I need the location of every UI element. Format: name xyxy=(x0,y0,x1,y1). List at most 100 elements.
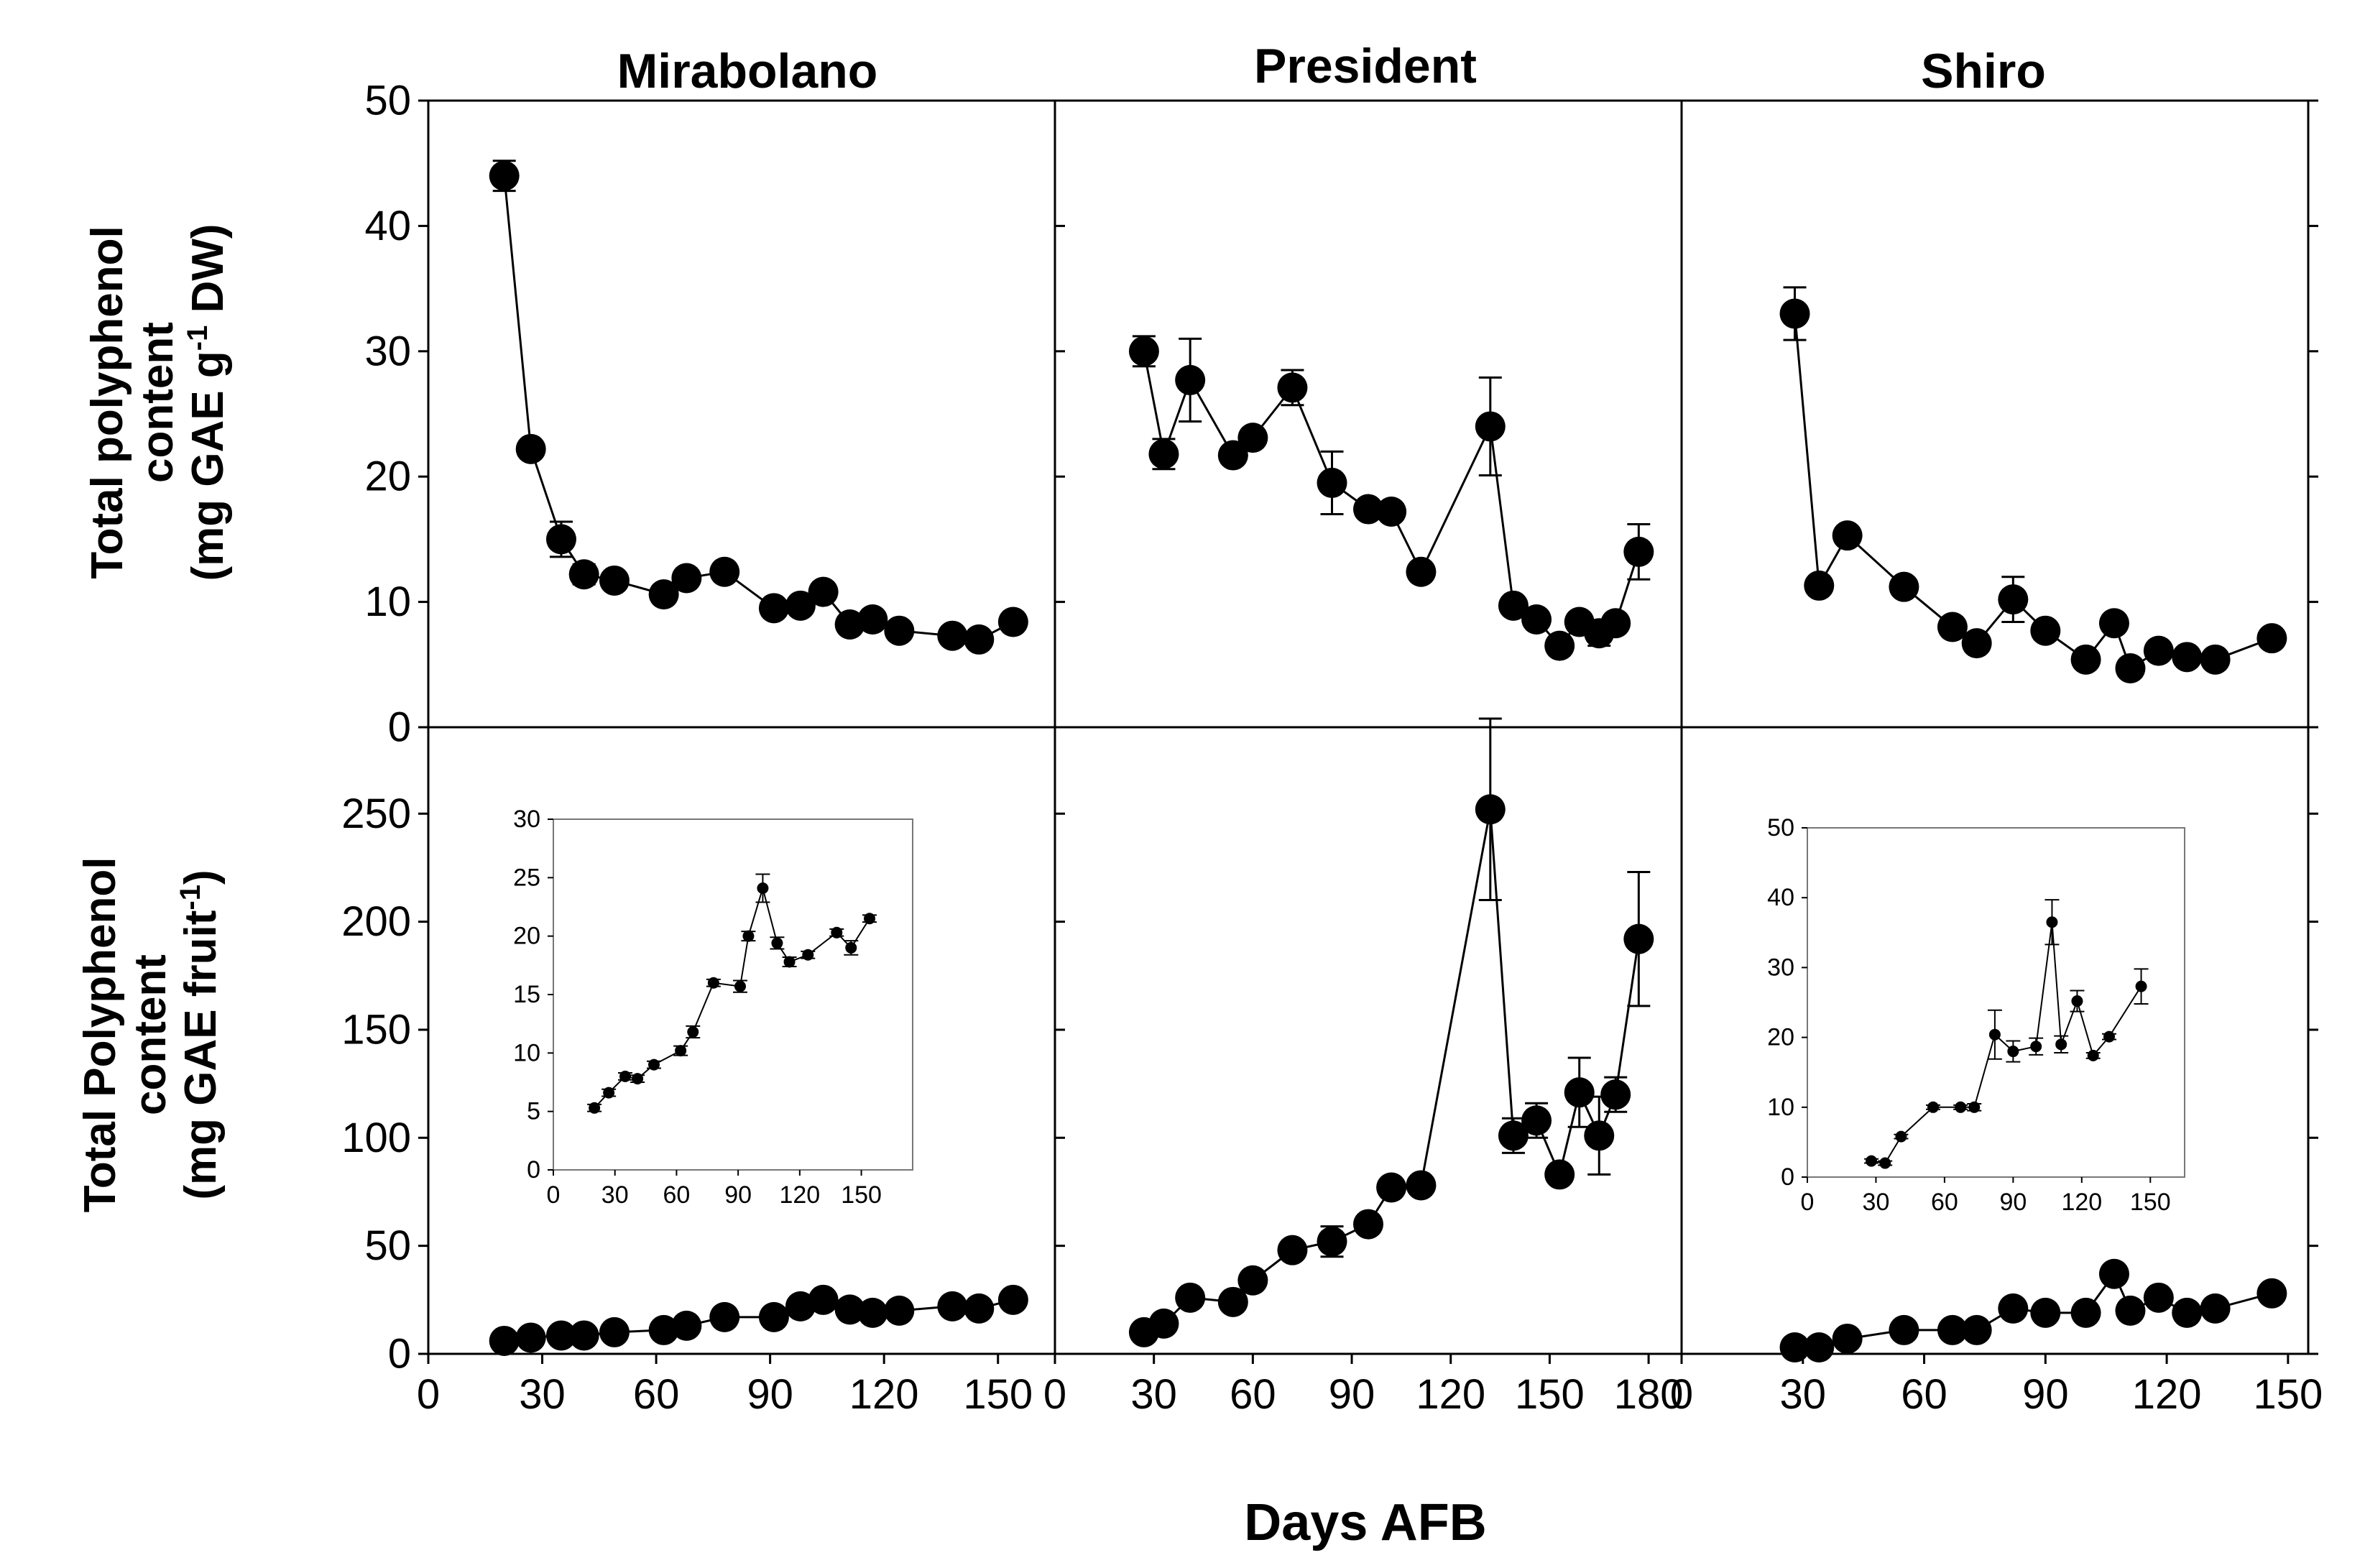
data-point xyxy=(1968,1101,1981,1113)
data-point xyxy=(1623,536,1654,567)
y-tick-label: 100 xyxy=(341,1115,411,1161)
data-point xyxy=(1317,1226,1347,1257)
data-point xyxy=(1475,411,1506,442)
data-point xyxy=(545,524,576,555)
data-point xyxy=(834,1294,865,1325)
data-point xyxy=(603,1087,615,1099)
data-point xyxy=(1353,1209,1383,1240)
data-point xyxy=(1927,1101,1939,1113)
data-point xyxy=(2200,644,2231,675)
data-point xyxy=(1317,467,1347,498)
data-point xyxy=(1475,794,1506,825)
y-tick-label: 50 xyxy=(364,78,411,124)
data-point xyxy=(1376,1172,1407,1203)
data-point xyxy=(671,563,702,594)
data-point xyxy=(1600,608,1631,639)
data-point xyxy=(648,1059,660,1071)
data-point xyxy=(2143,1282,2174,1313)
data-point xyxy=(2071,995,2083,1007)
data-point xyxy=(619,1070,631,1082)
data-point xyxy=(808,576,839,607)
y-tick-label: 150 xyxy=(341,1006,411,1053)
panel-pres_fr: 0 30 60 90 120 150 180 xyxy=(1043,717,1683,1418)
y-title-top-line2: content xyxy=(133,322,183,483)
data-point xyxy=(568,1320,599,1351)
y-title-bottom-line3: (mg GAE fruit-1) xyxy=(175,870,226,1199)
data-point xyxy=(2070,644,2101,675)
y-title-bottom-line1: Total Polyphenol xyxy=(75,857,125,1213)
data-point xyxy=(742,930,755,942)
data-point xyxy=(1237,423,1268,453)
data-point xyxy=(1961,628,1992,659)
x-tick-label: 120 xyxy=(2132,1371,2202,1418)
x-tick-label: 120 xyxy=(2061,1189,2102,1216)
y-tick-label: 25 xyxy=(513,864,540,891)
x-tick-label: 30 xyxy=(519,1371,566,1418)
y-tick-label: 40 xyxy=(1767,884,1794,911)
data-point xyxy=(1804,570,1835,601)
x-tick-label: 120 xyxy=(1416,1371,1485,1418)
inset-frame xyxy=(553,818,913,1171)
data-point xyxy=(1895,1130,1907,1143)
data-point xyxy=(671,1310,702,1341)
x-tick-label: 60 xyxy=(633,1371,680,1418)
y-tick-label: 10 xyxy=(364,578,411,625)
data-point xyxy=(2030,1297,2061,1328)
data-point xyxy=(2200,1293,2231,1324)
data-point xyxy=(997,1284,1028,1315)
data-point xyxy=(2103,1030,2115,1043)
y-tick-label: 0 xyxy=(388,1331,411,1378)
data-point xyxy=(1175,364,1206,395)
y-tick-label: 10 xyxy=(513,1039,540,1066)
data-point xyxy=(707,977,719,989)
data-point xyxy=(785,590,816,621)
y-tick-label: 15 xyxy=(513,981,540,1008)
data-point xyxy=(1961,1314,1992,1345)
y-tick-label: 20 xyxy=(513,923,540,950)
y-tick-label: 40 xyxy=(364,203,411,249)
data-point xyxy=(758,593,789,624)
data-point xyxy=(1406,556,1437,587)
data-point xyxy=(1376,497,1407,527)
data-point xyxy=(1988,1028,2001,1041)
data-point xyxy=(964,1293,995,1324)
data-point xyxy=(489,1325,520,1356)
panel-mir_dw: 0 10 20 30 40 50 xyxy=(364,78,1028,751)
data-point xyxy=(1998,1293,2029,1324)
data-point xyxy=(2030,1041,2042,1053)
x-tick-label: 150 xyxy=(963,1371,1033,1418)
inset-frame xyxy=(1807,827,2185,1178)
y-tick-label: 0 xyxy=(1781,1163,1794,1191)
data-point xyxy=(1406,1170,1437,1201)
data-point xyxy=(648,579,679,610)
data-point xyxy=(1889,1314,1919,1345)
data-point xyxy=(1998,584,2029,615)
data-point xyxy=(997,607,1028,637)
x-tick-label: 0 xyxy=(1801,1189,1815,1216)
data-point xyxy=(2143,635,2174,666)
x-tick-label: 30 xyxy=(1130,1371,1177,1418)
x-tick-label: 90 xyxy=(747,1371,793,1418)
data-point xyxy=(2087,1049,2099,1061)
data-point xyxy=(1521,604,1552,635)
x-tick-label: 0 xyxy=(417,1371,440,1418)
data-point xyxy=(1600,1079,1631,1110)
y-tick-label: 20 xyxy=(364,453,411,500)
data-point xyxy=(1937,612,1968,642)
y-tick-label: 30 xyxy=(1767,954,1794,981)
data-point xyxy=(1937,1314,1968,1345)
data-point xyxy=(783,956,796,968)
y-title-bottom-line2: content xyxy=(126,954,175,1115)
data-point xyxy=(864,913,875,925)
data-point xyxy=(937,620,968,651)
y-title-top-line3: (mg GAE g-1 DW) xyxy=(182,223,233,581)
x-tick-label: 0 xyxy=(1670,1371,1693,1418)
data-point xyxy=(1148,1308,1179,1339)
data-point xyxy=(632,1073,644,1085)
data-point xyxy=(1128,336,1159,366)
data-point xyxy=(1237,1265,1268,1296)
x-tick-label: 60 xyxy=(1931,1189,1958,1216)
